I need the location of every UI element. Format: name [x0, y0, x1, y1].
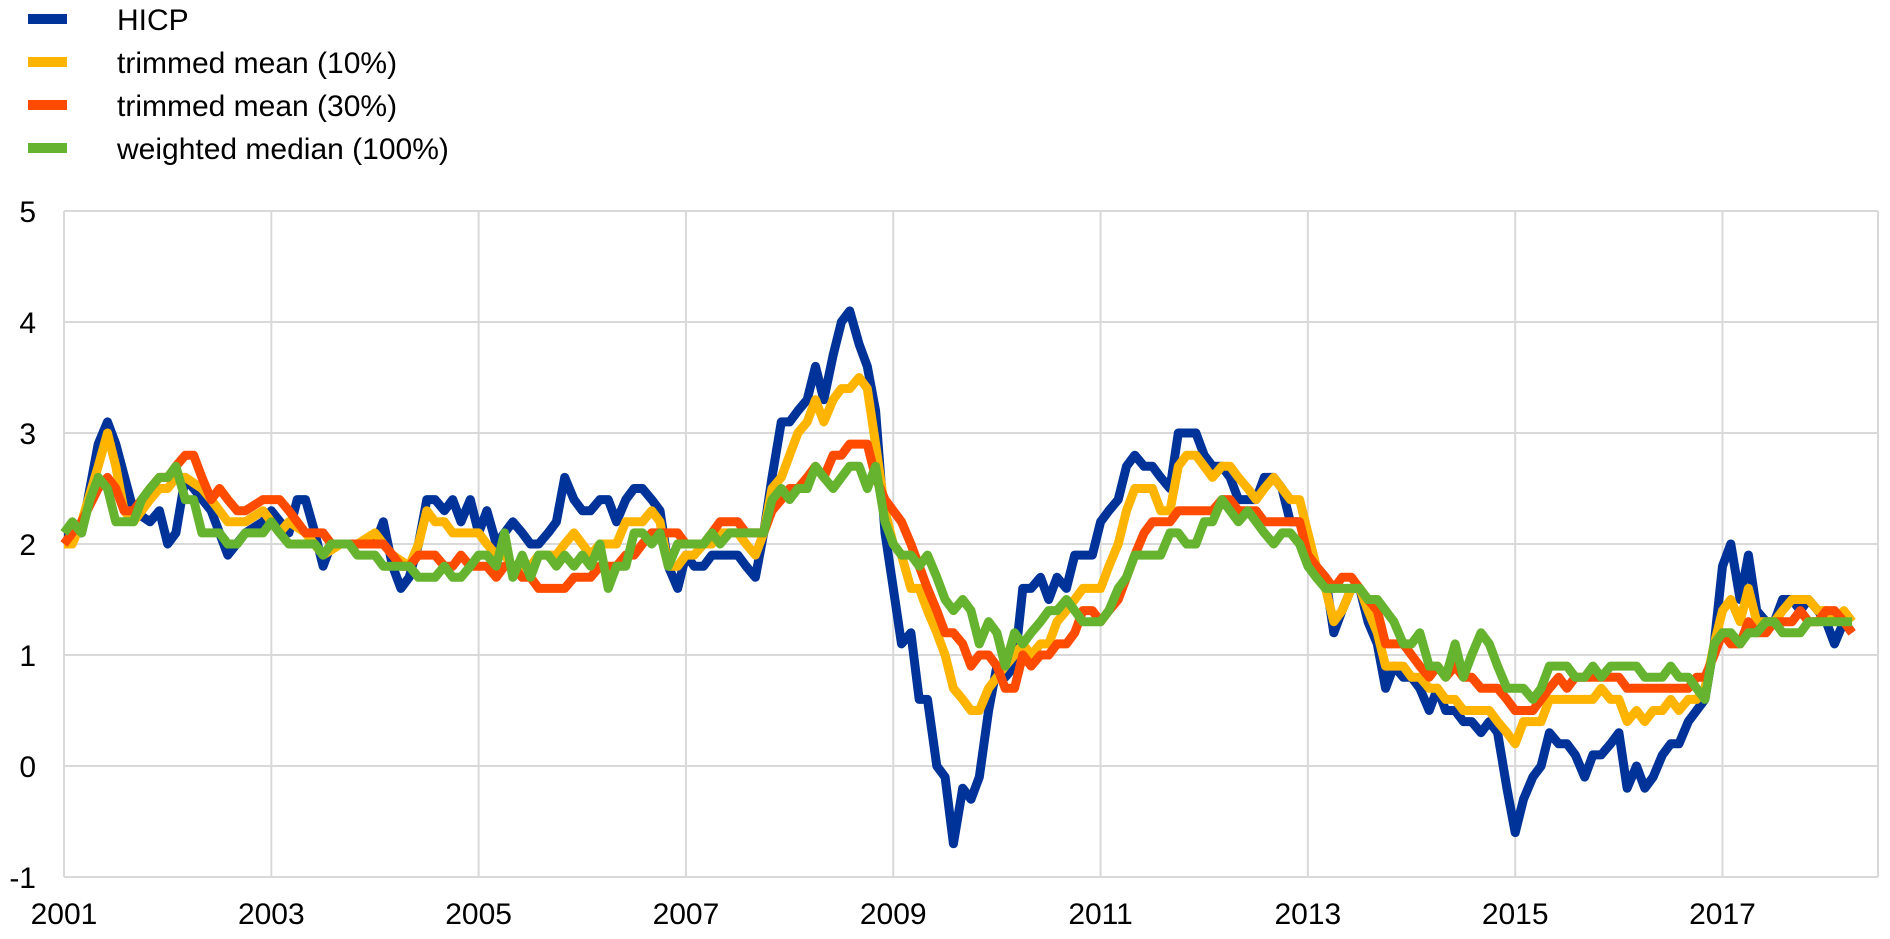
series-lines — [60, 306, 1856, 849]
legend-swatch — [28, 100, 67, 110]
legend-swatch — [28, 143, 67, 153]
x-tick-label: 2003 — [238, 898, 305, 931]
y-axis-tick-labels: 5 4 3 2 1 0 -1 — [9, 196, 36, 895]
y-tick-label: 4 — [19, 307, 36, 340]
x-tick-label: 2007 — [653, 898, 720, 931]
y-tick-label: 2 — [19, 529, 36, 562]
legend: HICP trimmed mean (10%) trimmed mean (30%)… — [28, 4, 449, 166]
legend-label: trimmed mean (10%) — [117, 47, 397, 80]
y-tick-label: 3 — [19, 418, 36, 451]
y-tick-label: 5 — [19, 196, 36, 229]
legend-label: trimmed mean (30%) — [117, 90, 397, 123]
x-tick-label: 2001 — [31, 898, 98, 931]
legend-swatch — [28, 14, 67, 24]
legend-swatch — [28, 57, 67, 67]
series-line-1 — [64, 306, 1856, 849]
legend-label: HICP — [117, 4, 189, 37]
y-tick-label: -1 — [9, 862, 36, 895]
y-tick-label: 0 — [19, 751, 36, 784]
x-axis-tick-labels: 2001 2003 2005 2007 2009 2011 2013 2015 2017 — [31, 898, 1756, 931]
y-tick-label: 1 — [19, 640, 36, 673]
series-line-4 — [60, 461, 1853, 704]
series-line-3 — [60, 439, 1856, 715]
x-tick-label: 2017 — [1689, 898, 1756, 931]
legend-label: weighted median (100%) — [116, 133, 449, 166]
x-tick-label: 2005 — [445, 898, 512, 931]
x-tick-label: 2009 — [860, 898, 927, 931]
x-tick-label: 2011 — [1068, 898, 1133, 931]
x-tick-label: 2013 — [1275, 898, 1342, 931]
x-tick-label: 2015 — [1482, 898, 1549, 931]
